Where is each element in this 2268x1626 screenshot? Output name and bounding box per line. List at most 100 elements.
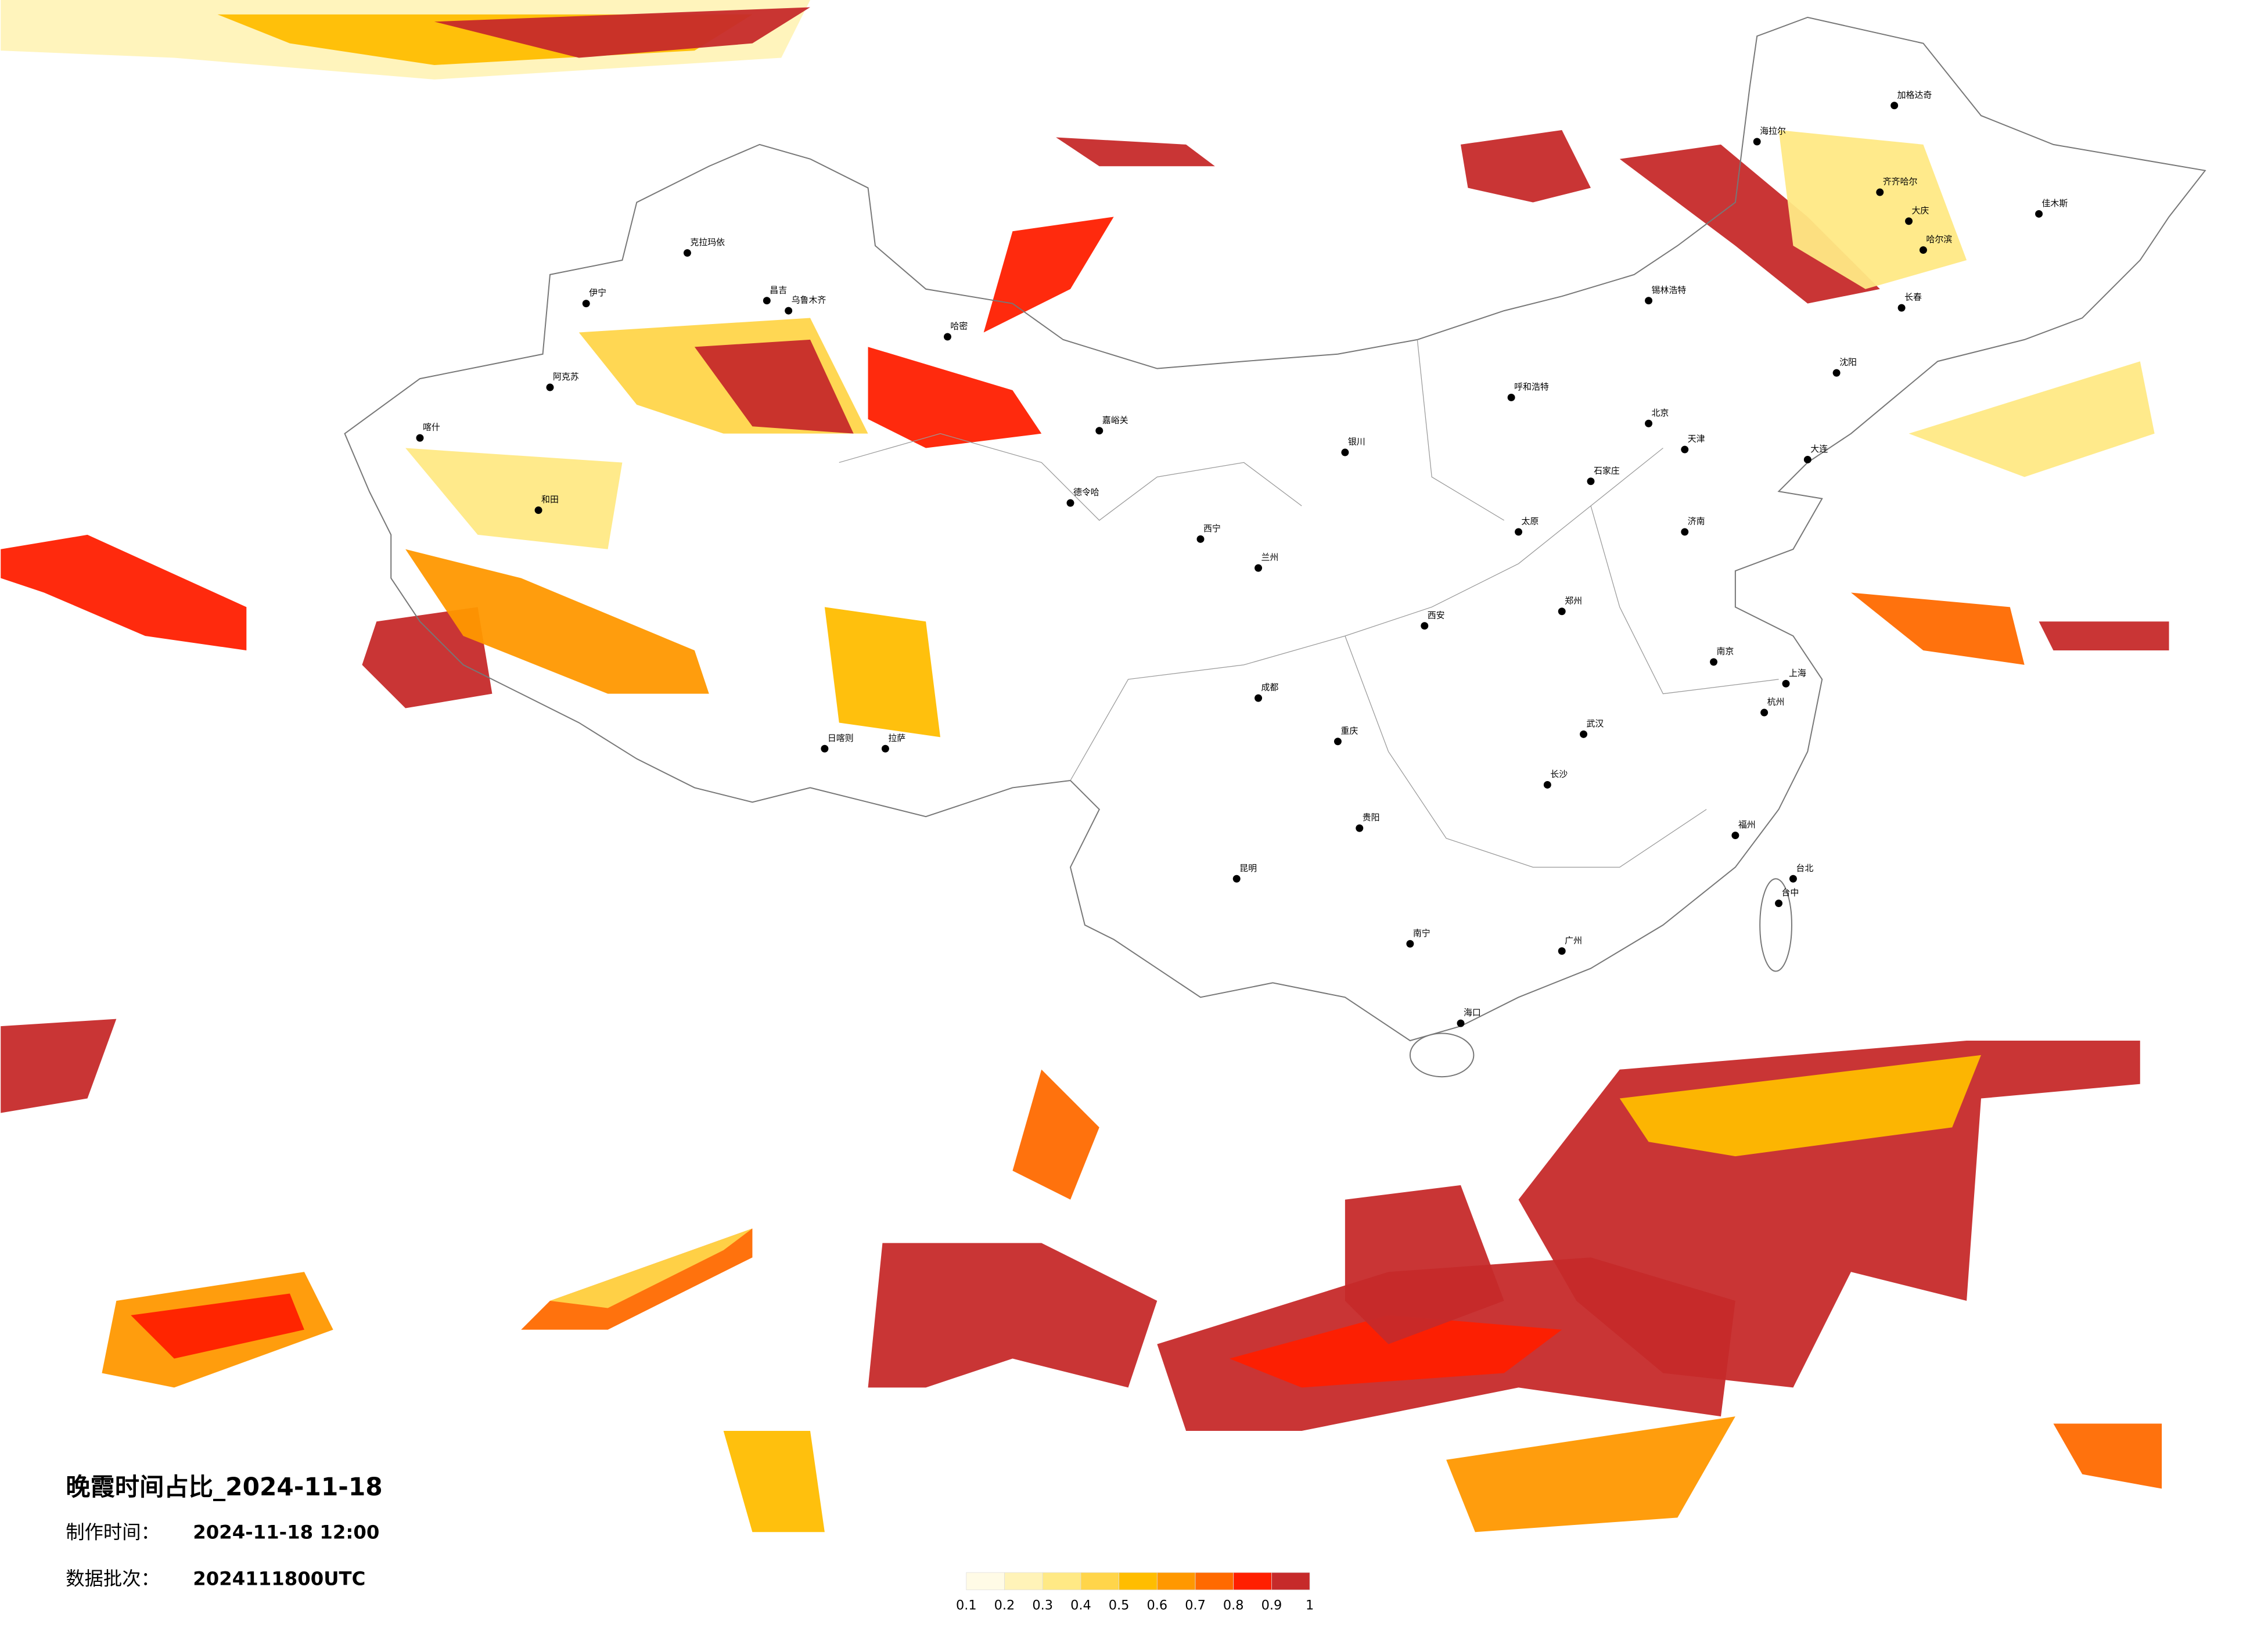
cloud-patch [1446, 1416, 1735, 1533]
city-label: 南宁 [1413, 928, 1430, 938]
city-dot [1782, 679, 1790, 688]
city-label: 北京 [1652, 408, 1669, 418]
city-dot [582, 300, 590, 308]
city-label: 喀什 [423, 422, 440, 433]
city-label: 德令哈 [1073, 487, 1099, 498]
city-dot [1681, 445, 1689, 454]
city-label: 昆明 [1239, 863, 1257, 873]
city-dot [1645, 419, 1653, 427]
city-dot [1356, 824, 1364, 832]
city-label: 克拉玛依 [690, 237, 725, 247]
city-dot [1803, 455, 1811, 463]
city-dot [1731, 832, 1739, 840]
city-label: 太原 [1522, 516, 1539, 526]
city-label: 济南 [1688, 516, 1705, 526]
legend-swatch [1119, 1572, 1158, 1591]
city-label: 海口 [1464, 1008, 1481, 1018]
legend-tick-label: 0.5 [1109, 1598, 1130, 1613]
city-label: 西安 [1428, 610, 1445, 620]
city-dot [1543, 780, 1551, 789]
city-dot [1255, 564, 1263, 572]
batch-value: 2024111800UTC [193, 1567, 365, 1589]
city-label: 哈尔滨 [1926, 234, 1952, 244]
city-dot [1710, 658, 1718, 666]
city-label: 佳木斯 [2042, 198, 2068, 208]
city-dot [1905, 217, 1913, 225]
legend-tick-label: 1 [1306, 1598, 1314, 1613]
city-label: 杭州 [1767, 697, 1785, 707]
city-dot [1457, 1019, 1465, 1027]
city-dot [1876, 188, 1884, 196]
city-label: 郑州 [1565, 595, 1582, 606]
legend-tick-label: 0.4 [1070, 1598, 1091, 1613]
legend-swatch [1271, 1572, 1310, 1591]
cloud-patch [824, 607, 940, 738]
city-label: 沈阳 [1839, 357, 1857, 368]
city-dot [1919, 246, 1927, 254]
city-label: 长春 [1904, 292, 1922, 303]
city-dot [1507, 393, 1515, 401]
city-label: 哈密 [950, 321, 968, 331]
city-label: 银川 [1348, 437, 1365, 447]
legend-tick-label: 0.2 [994, 1598, 1015, 1613]
city-dot [1580, 730, 1588, 738]
city-dot [1775, 900, 1783, 908]
city-dot [1789, 875, 1797, 883]
city-label: 福州 [1738, 819, 1756, 830]
cloud-patch [405, 549, 709, 694]
city-dot [534, 506, 542, 515]
cloud-patch [362, 607, 493, 708]
city-label: 伊宁 [589, 287, 606, 298]
cloud-patch [2053, 1423, 2162, 1489]
city-label: 锡林浩特 [1652, 285, 1687, 295]
city-dot [546, 383, 554, 391]
legend-tick-label: 0.1 [956, 1598, 977, 1613]
cloud-patch [1, 1019, 117, 1113]
cloud-patch [694, 339, 854, 434]
city-dot [1558, 607, 1566, 616]
legend-swatch [1195, 1572, 1234, 1591]
city-label: 兰州 [1261, 552, 1279, 563]
city-dot [821, 744, 829, 753]
city-label: 大庆 [1912, 205, 1929, 215]
city-dot [1587, 477, 1595, 485]
city-dot [785, 307, 793, 315]
city-label: 昌吉 [770, 285, 787, 295]
city-label: 台中 [1782, 887, 1799, 898]
city-label: 大连 [1810, 444, 1828, 454]
city-dot [1832, 369, 1841, 377]
city-dot [1645, 297, 1653, 305]
city-dot [943, 333, 951, 341]
city-label: 海拉尔 [1760, 125, 1786, 136]
cloud-patch [1619, 1055, 1981, 1157]
legend-tick-label: 0.9 [1261, 1598, 1282, 1613]
city-label: 乌鲁木齐 [792, 295, 826, 305]
city-label: 和田 [541, 494, 559, 505]
city-dot [1341, 448, 1349, 456]
made-label: 制作时间： [66, 1521, 160, 1544]
city-dot [1406, 940, 1414, 948]
city-label: 呼和浩特 [1514, 382, 1549, 392]
city-dot [416, 434, 424, 442]
city-label: 贵阳 [1363, 812, 1380, 823]
city-dot [1515, 528, 1523, 536]
city-dot [1681, 528, 1689, 536]
legend-swatch [1156, 1572, 1196, 1591]
city-dot [1066, 499, 1074, 507]
city-label: 石家庄 [1594, 465, 1620, 476]
city-label: 重庆 [1340, 725, 1358, 736]
legend-swatch [966, 1572, 1005, 1591]
city-label: 拉萨 [888, 733, 905, 743]
legend: 0.1 0.2 0.3 0.4 0.5 0.6 0.7 0.8 0.9 1 [956, 1572, 1314, 1613]
city-dot [1897, 304, 1906, 312]
city-dot [1255, 694, 1263, 702]
legend-tick-label: 0.7 [1185, 1598, 1206, 1613]
city-label: 成都 [1261, 682, 1279, 693]
legend-tick-label: 0.3 [1032, 1598, 1053, 1613]
taiwan-border [1759, 878, 1792, 972]
cloud-patch [1460, 130, 1591, 203]
cloud-patch [131, 1293, 304, 1359]
city-label: 台北 [1796, 863, 1813, 873]
cloud-patch [1908, 361, 2155, 477]
